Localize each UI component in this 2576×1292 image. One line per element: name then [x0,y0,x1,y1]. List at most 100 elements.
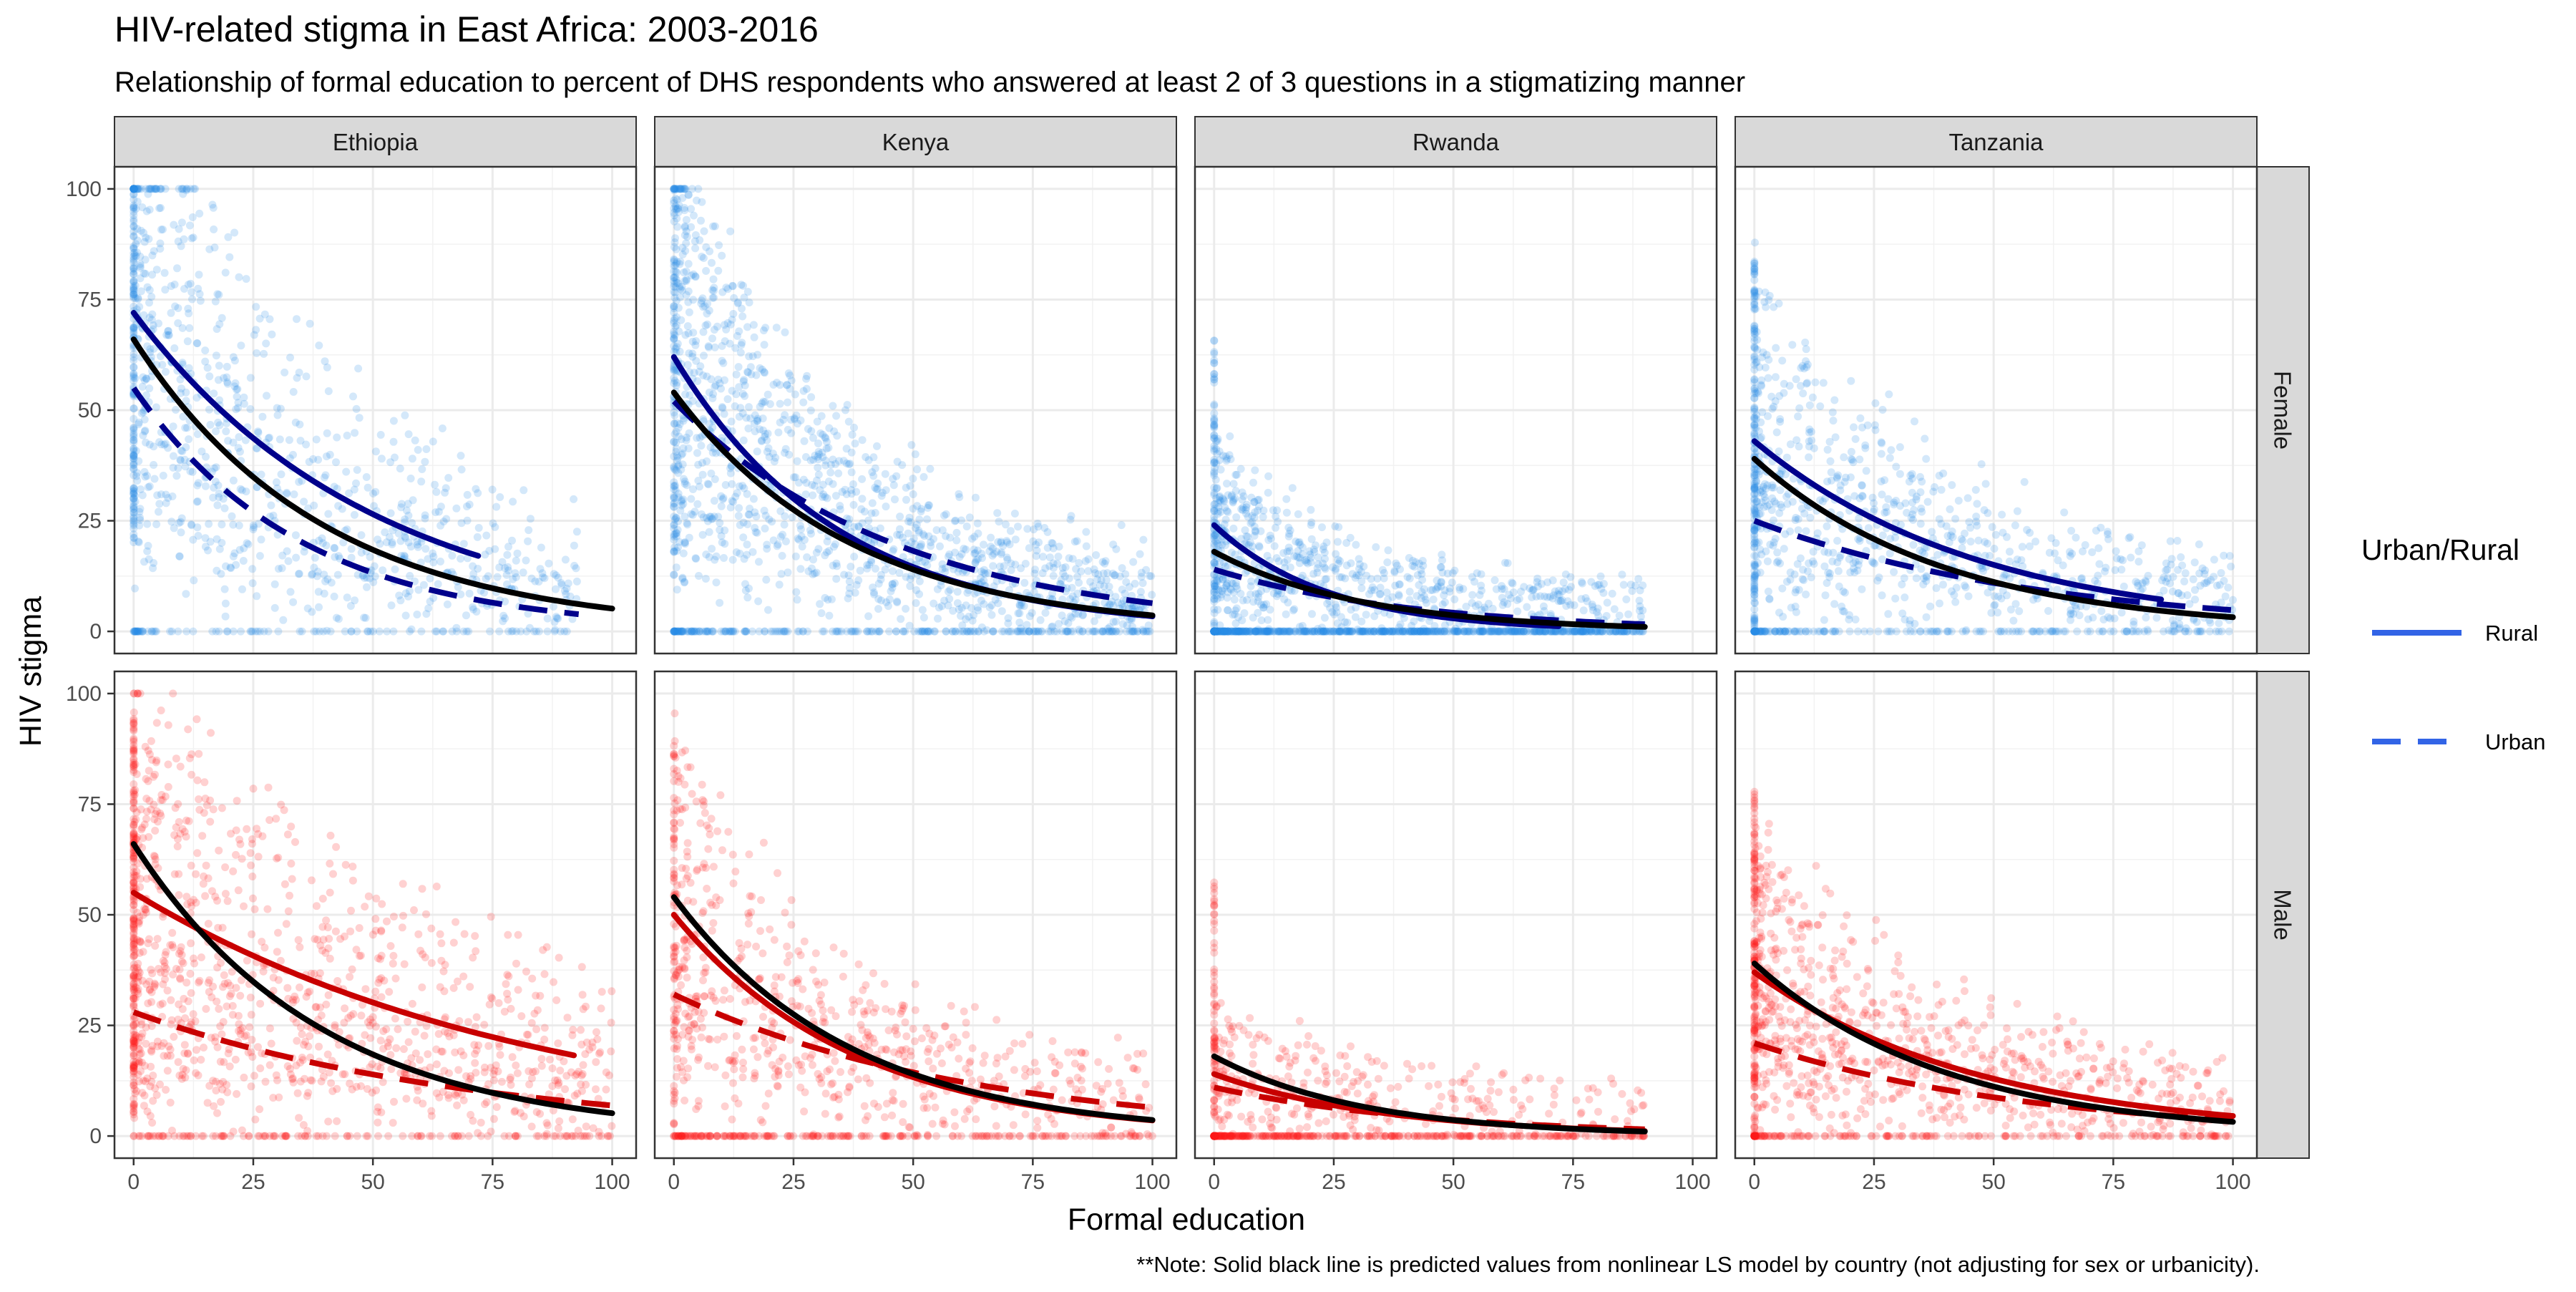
data-point [736,413,743,421]
data-point [794,457,801,465]
data-point [160,472,167,480]
data-point [689,296,697,303]
data-point [444,601,452,608]
data-point [938,602,946,610]
data-point [1071,610,1079,618]
data-point [1751,238,1759,246]
data-point [1139,579,1147,587]
data-point [836,505,844,513]
data-point [902,605,909,613]
data-point [145,384,153,392]
data-point [1321,563,1329,571]
data-point [363,574,371,582]
data-point [243,539,251,547]
data-point [312,628,320,636]
data-point [988,611,996,619]
data-point [2215,619,2223,627]
data-point [466,590,474,598]
data-point [1468,591,1476,599]
data-point [1230,480,1238,488]
data-point [1463,628,1471,636]
data-point [824,538,831,545]
data-point [492,503,500,511]
data-point [1533,593,1541,601]
data-point [865,561,873,569]
data-point [819,481,827,489]
data-point [1012,535,1020,543]
data-point [1236,590,1244,598]
data-point [884,602,892,610]
data-point [494,573,502,581]
data-point [167,309,175,317]
data-point [2014,507,2021,515]
data-point [235,522,243,530]
data-point [1358,628,1366,636]
data-point [2003,533,2011,541]
data-point [2142,613,2150,621]
data-point [731,344,739,352]
data-point [679,460,687,468]
data-point [762,576,770,584]
data-point [896,513,904,520]
data-point [1489,605,1497,613]
data-point [2229,596,2237,604]
data-point [1307,521,1315,529]
data-point [358,549,366,557]
data-point [286,436,293,444]
data-point [1226,432,1234,440]
data-point [956,553,964,561]
strip-male: Male [2257,671,2309,1158]
data-point [301,548,308,555]
data-point [683,277,691,285]
data-point [457,591,464,598]
data-point [220,495,228,502]
data-point [1092,551,1100,559]
data-point [420,581,428,589]
data-point [869,472,877,480]
strip-tanzania: Tanzania [1735,117,2257,167]
data-point [1406,588,1414,596]
data-point [1830,397,1838,404]
data-point [681,538,689,546]
data-point [2213,582,2221,590]
data-point [414,446,422,454]
data-point [2011,522,2019,530]
data-point [802,490,810,498]
data-point [1232,513,1240,521]
data-point [162,368,170,376]
data-point [773,324,781,331]
data-point [235,433,243,441]
data-point [1513,608,1521,616]
data-point [2226,552,2234,560]
data-point [728,417,736,425]
strip-label: Male [2270,889,2296,941]
data-point [845,418,853,426]
data-point [172,406,180,414]
data-point [152,520,160,528]
data-point [290,388,298,396]
data-point [285,557,293,565]
data-point [1214,606,1221,613]
data-point [1063,628,1071,636]
data-point [552,586,560,593]
data-point [390,417,398,425]
data-point [332,458,340,466]
data-point [1210,424,1218,432]
data-point [522,557,530,565]
data-point [1603,612,1611,620]
data-point [966,513,974,521]
data-point [1031,570,1039,578]
data-point [1807,573,1815,581]
data-point [917,540,925,548]
data-point [980,577,987,585]
data-point [1794,412,1802,420]
data-point [1982,480,1990,488]
data-point [1827,457,1835,465]
data-point [746,298,753,306]
data-point [155,319,162,327]
data-point [678,435,686,443]
data-point [693,377,701,385]
data-point [686,309,693,316]
data-point [670,280,678,288]
data-point [1148,591,1156,599]
